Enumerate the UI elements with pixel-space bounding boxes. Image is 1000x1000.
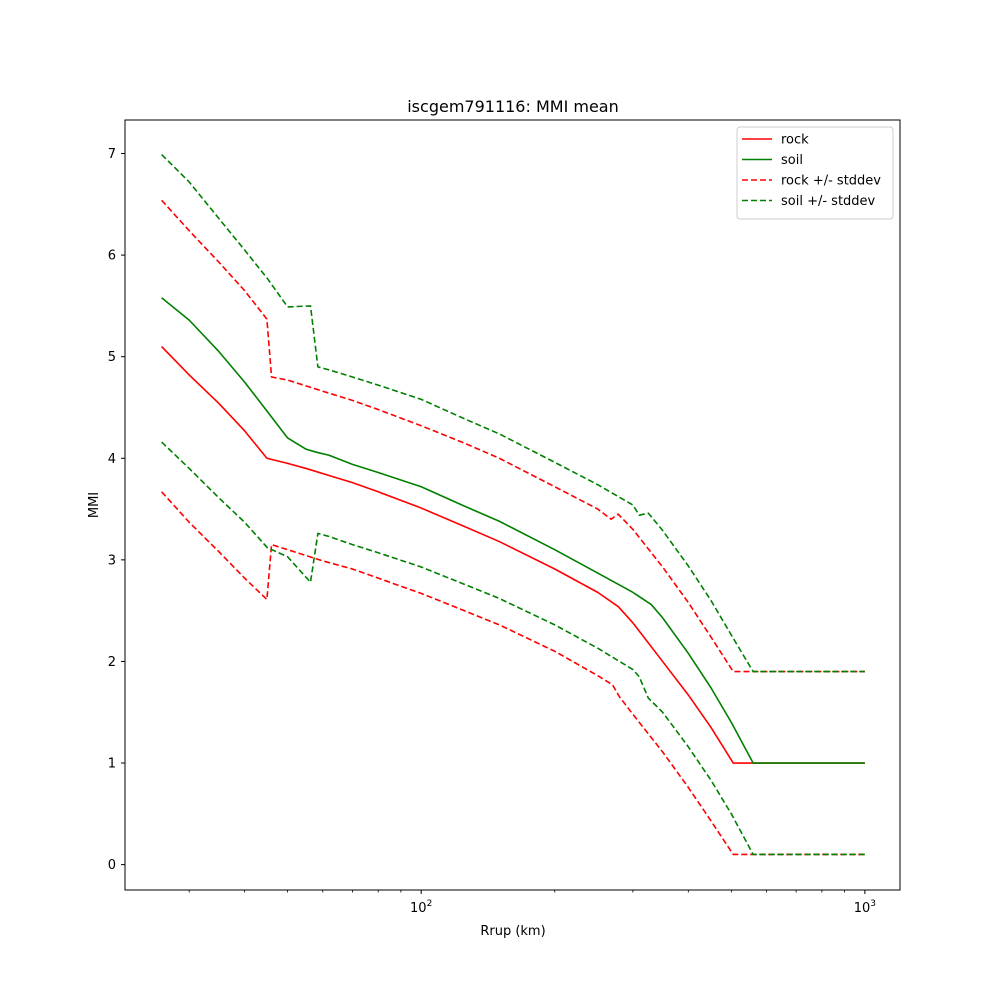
legend: rock soil rock +/- stddev soil +/- stddev [736,126,894,220]
y-axis-ticks: 0 1 2 3 4 5 6 7 [108,147,125,873]
series-line-0 [161,345,865,764]
legend-box [736,126,894,220]
series-line-3 [161,491,865,856]
plot-frame [124,119,901,891]
legend-label-0: rock [781,133,809,148]
plot-lines [161,153,865,856]
series-line-1 [161,297,865,764]
y-tick-label-0: 0 [108,858,116,873]
y-tick-label-4: 4 [108,452,116,467]
x-axis-ticks: 102 103 [188,890,876,916]
y-tick-label-5: 5 [108,350,116,365]
legend-label-3: soil +/- stddev [781,194,876,209]
y-tick-label-2: 2 [108,655,116,670]
x-tick-label-0: 102 [410,899,432,916]
x-tick-label-1: 103 [854,899,876,916]
y-tick-label-1: 1 [108,757,116,772]
y-tick-label-3: 3 [108,553,116,568]
chart-title: iscgem791116: MMI mean [407,97,619,116]
legend-label-2: rock +/- stddev [781,174,881,189]
y-tick-label-7: 7 [108,147,116,162]
series-line-5 [161,441,865,856]
series-line-4 [161,153,865,673]
x-axis-label: Rrup (km) [480,924,545,939]
series-line-2 [161,199,865,673]
y-axis-label: MMI [87,492,102,518]
legend-label-1: soil [781,153,803,168]
y-tick-label-6: 6 [108,249,116,264]
